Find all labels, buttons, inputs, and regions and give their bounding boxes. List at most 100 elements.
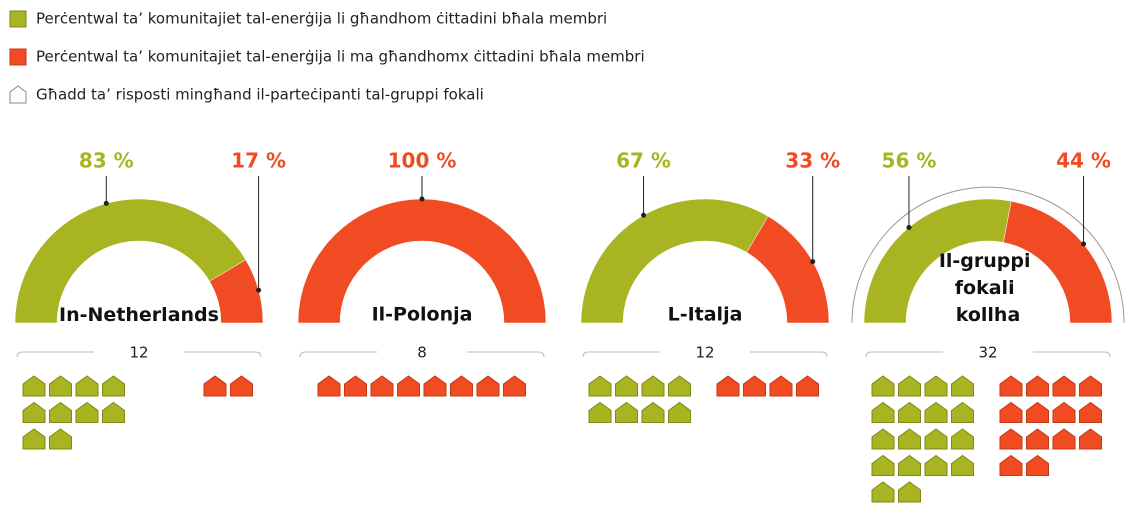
total-label: 32 xyxy=(978,344,997,362)
legend-swatch xyxy=(9,10,27,28)
house-icon xyxy=(1052,375,1076,397)
bracket xyxy=(1033,351,1111,358)
house-icon xyxy=(951,375,974,397)
house-icon xyxy=(503,375,526,397)
arc-segment xyxy=(1003,200,1113,324)
house-icon xyxy=(1079,401,1102,423)
house-icon xyxy=(203,375,227,397)
house-icon xyxy=(1026,401,1049,423)
house-icon xyxy=(898,428,921,450)
house-icon xyxy=(999,401,1023,423)
house-icon xyxy=(49,401,72,423)
house-icon xyxy=(1052,401,1076,423)
house-icon xyxy=(476,375,500,397)
arc-segment xyxy=(746,215,830,324)
house-icon xyxy=(641,401,665,423)
arc-segment xyxy=(297,198,547,324)
house-icon xyxy=(588,375,612,397)
house-icon xyxy=(716,375,740,397)
house-icon xyxy=(999,454,1023,476)
house-icon xyxy=(450,375,473,397)
leader-dot xyxy=(103,200,109,206)
house-icon xyxy=(898,454,921,476)
leader-dot xyxy=(419,196,425,202)
house-icon xyxy=(898,401,921,423)
bracket xyxy=(582,351,660,358)
house-icon xyxy=(924,375,948,397)
category-label: Il-Polonja xyxy=(372,304,473,326)
total-label: 12 xyxy=(129,344,148,362)
house-icon xyxy=(230,375,253,397)
house-icon xyxy=(668,401,691,423)
house-icon xyxy=(871,481,895,503)
house-icon xyxy=(999,375,1023,397)
leader-dot xyxy=(906,224,912,230)
arc-segment xyxy=(14,198,247,324)
house-icon xyxy=(1079,375,1102,397)
bracket xyxy=(865,351,943,358)
outline-arc xyxy=(851,186,1125,324)
house-icon xyxy=(668,375,691,397)
house-icon xyxy=(641,375,665,397)
legend-swatch xyxy=(9,48,27,66)
arc-segment xyxy=(580,198,769,324)
house-icon xyxy=(1052,428,1076,450)
house-icon xyxy=(317,375,341,397)
house-icon xyxy=(75,401,99,423)
house-icon xyxy=(22,401,46,423)
bracket xyxy=(16,351,94,358)
value-label: 17 % xyxy=(231,149,286,173)
bracket xyxy=(184,351,262,358)
house-icon xyxy=(871,428,895,450)
house-icon xyxy=(924,454,948,476)
house-icon xyxy=(951,401,974,423)
value-label: 83 % xyxy=(79,149,134,173)
bracket xyxy=(299,351,377,358)
house-icon xyxy=(743,375,766,397)
house-icon xyxy=(49,375,72,397)
legend-label: Għadd ta’ risposti mingħand il-parteċipa… xyxy=(36,86,484,104)
house-icon xyxy=(1026,428,1049,450)
house-icon xyxy=(22,375,46,397)
value-label: 44 % xyxy=(1056,149,1111,173)
total-label: 12 xyxy=(695,344,714,362)
house-icon xyxy=(370,375,394,397)
house-icon xyxy=(344,375,367,397)
total-label: 8 xyxy=(417,344,427,362)
house-icon xyxy=(796,375,819,397)
legend-label: Perċentwal ta’ komunitajiet tal-enerġija… xyxy=(36,10,607,28)
house-icon xyxy=(22,428,46,450)
house-icon xyxy=(871,401,895,423)
legend-icon xyxy=(9,85,27,104)
leader-dot xyxy=(641,212,647,218)
house-icon xyxy=(102,401,125,423)
category-label: Il-gruppi fokali kollha xyxy=(939,250,1037,326)
bracket xyxy=(467,351,545,358)
house-icon xyxy=(1026,375,1049,397)
value-label: 100 % xyxy=(388,149,457,173)
category-label: L-Italja xyxy=(668,304,743,326)
leader-dot xyxy=(256,287,262,293)
value-label: 67 % xyxy=(616,149,671,173)
house-icon xyxy=(871,375,895,397)
house-icon xyxy=(423,375,447,397)
house-icon xyxy=(102,375,125,397)
house-icon xyxy=(924,401,948,423)
house-icon xyxy=(999,428,1023,450)
arc-segment xyxy=(209,259,264,324)
house-icon xyxy=(1079,428,1102,450)
house-icon xyxy=(49,428,72,450)
house-icon xyxy=(397,375,420,397)
house-icon xyxy=(898,481,921,503)
leader-dot xyxy=(1081,241,1087,247)
house-icon xyxy=(951,454,974,476)
house-icon xyxy=(615,375,638,397)
house-icon xyxy=(769,375,793,397)
value-label: 56 % xyxy=(882,149,937,173)
bracket xyxy=(750,351,828,358)
legend-label: Perċentwal ta’ komunitajiet tal-enerġija… xyxy=(36,48,645,66)
category-label: In-Netherlands xyxy=(59,304,219,326)
house-icon xyxy=(75,375,99,397)
house-icon xyxy=(898,375,921,397)
